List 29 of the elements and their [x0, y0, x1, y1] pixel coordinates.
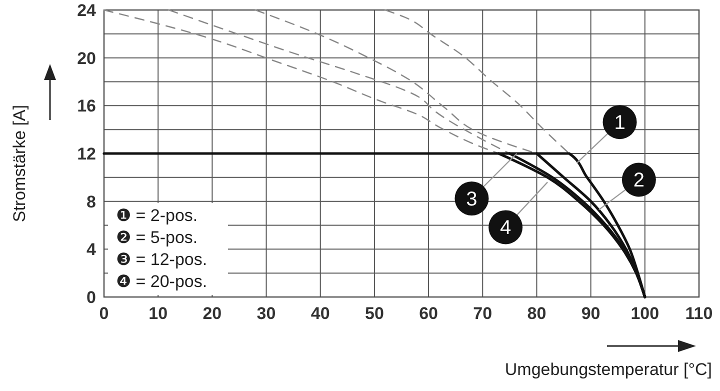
- x-tick-label: 90: [581, 304, 600, 323]
- x-tick-label: 0: [99, 304, 109, 323]
- annotation: ❶ = 2-pos.: [116, 206, 198, 225]
- annotation: 2: [633, 170, 644, 192]
- annotation: 3: [466, 188, 478, 210]
- x-tick-label: 70: [473, 304, 492, 323]
- annotation: ❹ = 20-pos.: [116, 272, 208, 291]
- x-tick-label: 20: [202, 304, 222, 323]
- annotation: ❷ = 5-pos.: [116, 228, 198, 247]
- annotation: ❸ = 12-pos.: [116, 250, 208, 269]
- x-tick-label: 60: [419, 304, 438, 323]
- x-axis-title: Umgebungstemperatur [°C]: [504, 360, 712, 379]
- y-tick-label: 0: [86, 288, 96, 307]
- y-tick-label: 16: [77, 96, 96, 116]
- x-tick-label: 100: [630, 304, 660, 323]
- y-tick-label: 4: [86, 240, 97, 260]
- annotation: 1: [614, 112, 626, 134]
- annotation: 4: [500, 217, 512, 240]
- x-tick-label: 50: [364, 304, 384, 323]
- x-tick-label: 40: [310, 304, 330, 323]
- y-tick-label: 20: [77, 48, 96, 68]
- x-tick-label: 110: [685, 304, 713, 323]
- x-tick-label: 80: [527, 304, 546, 323]
- x-tick-label: 30: [256, 304, 276, 323]
- y-axis-title: Stromstärke [A]: [10, 104, 29, 222]
- y-tick-label: 24: [77, 1, 97, 20]
- y-tick-label: 8: [86, 192, 96, 212]
- x-tick-label: 10: [148, 304, 168, 323]
- y-tick-label: 12: [77, 144, 96, 164]
